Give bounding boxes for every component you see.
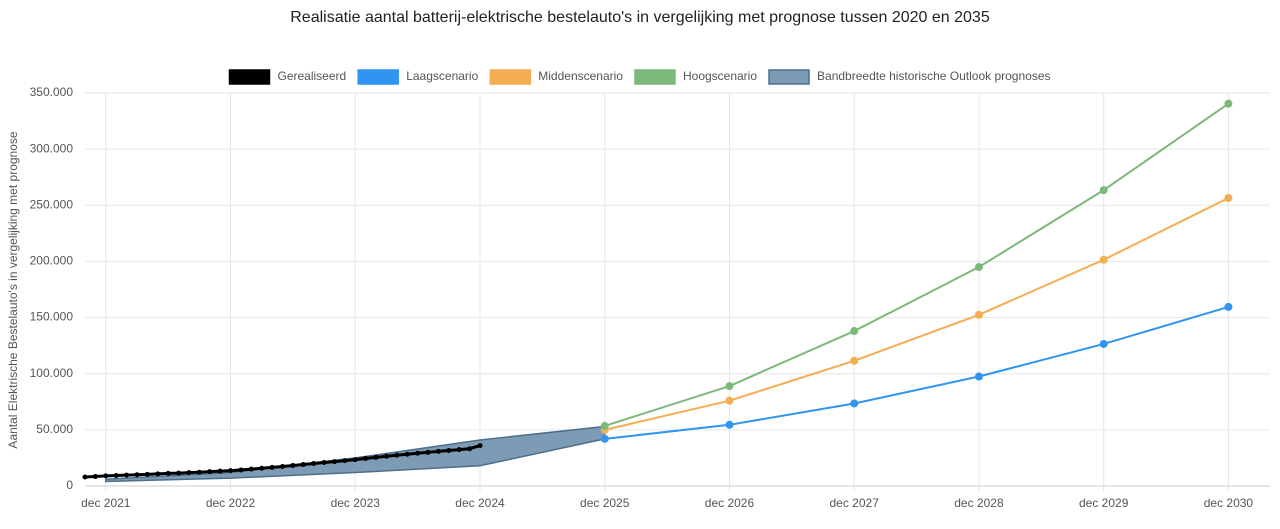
data-point <box>974 310 983 319</box>
chart-title: Realisatie aantal batterij-elektrische b… <box>290 9 990 26</box>
data-point <box>82 474 88 480</box>
data-point <box>228 468 234 474</box>
legend-label: Laagscenario <box>406 69 478 83</box>
data-point <box>134 472 140 478</box>
data-point <box>394 452 400 458</box>
legend-label: Gerealiseerd <box>277 69 346 83</box>
data-point <box>1099 186 1108 195</box>
data-point <box>456 447 462 453</box>
data-point <box>446 448 452 454</box>
data-point <box>217 468 223 474</box>
data-point <box>176 470 182 476</box>
data-point <box>600 434 609 443</box>
y-axis-label: Aantal Elektrische Bestelauto's in verge… <box>6 131 20 448</box>
series-line <box>604 197 1229 431</box>
data-point <box>321 460 327 466</box>
y-tick-label: 300.000 <box>30 141 74 155</box>
data-point <box>373 454 379 460</box>
data-point <box>300 462 306 468</box>
legend-item: Hoogscenario <box>634 69 757 85</box>
data-point <box>165 470 171 476</box>
data-point <box>311 461 317 467</box>
data-point <box>280 463 285 469</box>
legend: Gerealiseerd Laagscenario Middenscenario Ho… <box>228 69 1051 85</box>
data-point <box>269 464 275 470</box>
data-point <box>477 443 483 449</box>
data-point <box>113 473 119 479</box>
data-point <box>186 470 192 476</box>
data-point <box>1224 99 1233 108</box>
data-point <box>259 465 265 471</box>
data-point <box>725 420 734 429</box>
y-tick-label: 0 <box>66 478 73 492</box>
y-tick-label: 150.000 <box>30 310 74 324</box>
x-tick-label: dec 2030 <box>1204 496 1254 510</box>
data-point <box>974 263 983 272</box>
data-point <box>725 396 734 405</box>
data-point <box>207 469 213 475</box>
data-point <box>850 356 859 365</box>
legend-item: Laagscenario <box>357 69 479 85</box>
data-point <box>238 467 244 473</box>
x-tick-label: dec 2029 <box>1079 496 1129 510</box>
series-line <box>604 102 1229 427</box>
x-tick-label: dec 2026 <box>705 496 755 510</box>
data-point <box>363 455 369 461</box>
data-point <box>415 450 421 456</box>
data-point <box>850 327 859 336</box>
data-point <box>600 421 609 430</box>
data-point <box>124 472 130 478</box>
legend-item: Bandbreedte historische Outlook prognose… <box>768 69 1051 85</box>
data-point <box>103 473 109 479</box>
data-point <box>425 449 431 455</box>
legend-item: Gerealiseerd <box>228 69 346 85</box>
legend-swatch <box>634 69 676 85</box>
data-point <box>404 451 410 457</box>
legend-swatch <box>228 69 271 85</box>
data-point <box>155 471 161 477</box>
x-tick-label: dec 2023 <box>331 496 381 510</box>
y-tick-label: 350.000 <box>30 85 74 99</box>
data-point <box>1224 193 1233 202</box>
x-tick-label: dec 2025 <box>580 496 630 510</box>
data-point <box>1099 339 1108 348</box>
y-tick-label: 200.000 <box>30 254 74 268</box>
legend-swatch <box>357 69 399 85</box>
x-tick-label: dec 2024 <box>455 496 505 510</box>
data-point <box>196 469 202 475</box>
y-tick-label: 250.000 <box>30 197 74 211</box>
data-point <box>383 453 389 459</box>
data-point <box>725 382 734 391</box>
data-point <box>1224 302 1233 311</box>
data-point <box>1099 255 1108 264</box>
x-tick-label: dec 2027 <box>830 496 880 510</box>
data-point <box>248 466 254 472</box>
legend-label: Middenscenario <box>538 69 623 83</box>
data-point <box>144 471 150 477</box>
y-tick-label: 100.000 <box>30 366 74 380</box>
data-point <box>92 473 98 479</box>
x-tick-label: dec 2022 <box>206 496 256 510</box>
legend-label: Bandbreedte historische Outlook prognose… <box>817 69 1050 83</box>
data-point <box>435 448 441 454</box>
legend-swatch <box>489 69 532 85</box>
legend-label: Hoogscenario <box>683 69 757 83</box>
series-line <box>604 305 1229 440</box>
legend-item: Middenscenario <box>489 69 623 85</box>
legend-swatch <box>768 69 810 85</box>
data-point <box>331 459 337 465</box>
data-point <box>974 372 983 381</box>
x-tick-label: dec 2021 <box>81 496 131 510</box>
data-point <box>342 458 348 464</box>
data-point <box>352 457 358 463</box>
x-tick-label: dec 2028 <box>954 496 1004 510</box>
y-tick-label: 50.000 <box>36 422 73 436</box>
data-point <box>467 446 473 452</box>
data-point <box>850 399 859 408</box>
data-point <box>290 462 296 468</box>
